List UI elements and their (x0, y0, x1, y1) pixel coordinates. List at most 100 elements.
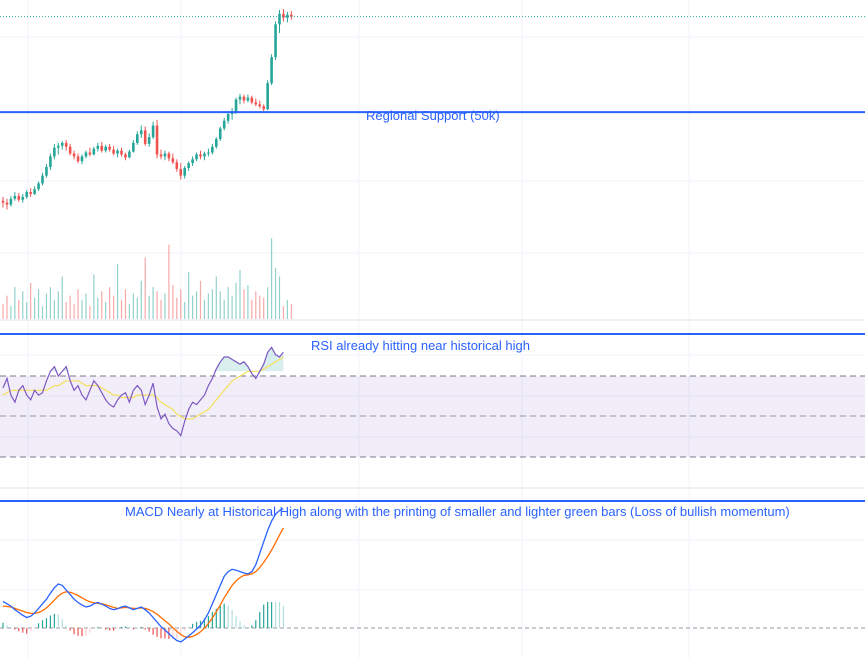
volume-bar (267, 287, 269, 319)
volume-bar (195, 291, 198, 319)
candle-body (25, 192, 28, 197)
macd-histogram-bar (203, 618, 206, 628)
signal-line (2, 527, 284, 638)
candle-body (57, 145, 60, 148)
candle-body (72, 153, 76, 157)
volume-bar (34, 297, 36, 319)
volume-bar (2, 304, 4, 319)
volume-bar (286, 299, 288, 319)
volume-bars (2, 238, 292, 319)
macd-line (2, 508, 284, 643)
candle-body (262, 106, 265, 110)
macd-histogram-bar (247, 626, 249, 628)
macd-panel[interactable]: MACD Nearly at Historical High along wit… (0, 500, 865, 643)
macd-histogram-bar (69, 628, 71, 631)
candle-body (84, 152, 88, 157)
macd-histogram-bar (278, 602, 281, 628)
candle-body (132, 142, 135, 152)
macd-histogram-bar (101, 628, 103, 629)
volume-bar (203, 299, 206, 319)
candle-body (104, 146, 107, 151)
macd-histogram-bar (156, 628, 158, 637)
volume-bar (132, 293, 134, 319)
macd-histogram-bar (227, 605, 229, 628)
candle-body (266, 83, 269, 110)
macd-histogram-bar (85, 628, 87, 636)
macd-histogram-bar (271, 602, 273, 628)
candle-body (112, 149, 115, 154)
volume-bar (65, 302, 67, 319)
volume-bar (144, 257, 146, 319)
support-annotation: Regional Support (50k) (366, 108, 500, 123)
candle-body (136, 134, 139, 143)
candle-body (143, 130, 147, 144)
volume-bar (45, 293, 48, 319)
candle-body (96, 145, 100, 149)
candle-body (183, 167, 186, 176)
volume-bar (57, 291, 59, 319)
volume-bar (152, 287, 154, 319)
volume-bar (243, 289, 245, 319)
macd-histogram-bar (259, 611, 261, 628)
volume-bar (164, 293, 166, 319)
macd-histogram-bar (53, 613, 55, 628)
macd-histogram-bar (132, 628, 134, 630)
candle-body (53, 147, 56, 157)
candle-body (5, 202, 9, 205)
volume-bar (105, 302, 107, 319)
price-panel[interactable]: Regional Support (50k) (0, 8, 865, 319)
volume-bar (136, 297, 138, 319)
macd-histogram-bar (176, 628, 178, 639)
macd-histogram-bar (144, 628, 146, 630)
volume-bar (156, 291, 158, 319)
macd-histogram-bar (136, 628, 138, 629)
macd-histogram-bar (93, 628, 95, 630)
candle-body (179, 168, 183, 176)
macd-histogram-bar (251, 625, 253, 628)
macd-histogram-bar (274, 602, 277, 628)
macd-histogram-bar (231, 609, 233, 628)
candle-body (80, 156, 84, 162)
volume-bar (290, 304, 292, 319)
macd-histogram-bar (164, 628, 166, 639)
volume-bar (207, 293, 209, 319)
volume-bar (81, 299, 83, 319)
candle-body (207, 152, 210, 154)
candle-body (226, 114, 230, 121)
macd-histogram-bar (2, 622, 4, 628)
macd-histogram-bar (267, 602, 269, 628)
macd-histogram-bar (116, 628, 119, 629)
macd-histogram-bar (77, 628, 79, 636)
macd-histogram-bar (239, 621, 241, 628)
macd-histogram-bar (34, 627, 36, 629)
candle-body (274, 24, 277, 58)
candle-body (108, 146, 111, 150)
macd-histogram-bar (195, 621, 198, 628)
volume-bar (53, 299, 55, 319)
macd-histogram-bar (172, 628, 174, 639)
candle-body (195, 154, 198, 160)
candle-body (222, 120, 226, 129)
macd-histogram-bar (235, 616, 237, 628)
macd-histogram-bar (73, 628, 75, 635)
macd-histogram-bar (148, 628, 150, 632)
volume-bar (93, 274, 95, 319)
macd-histogram-bar (152, 628, 154, 635)
candle-body (76, 156, 80, 162)
rsi-panel[interactable]: RSI already hitting near historical high (0, 333, 865, 458)
volume-bar (77, 289, 79, 319)
volume-bar (160, 299, 162, 319)
volume-bar (116, 263, 119, 319)
candle-body (41, 175, 44, 184)
candle-body (242, 96, 246, 101)
candle-body (286, 14, 289, 18)
candle-body (21, 196, 25, 200)
volume-bar (282, 306, 285, 319)
volume-bar (259, 295, 261, 319)
volume-bar (37, 289, 40, 319)
volume-bar (278, 276, 281, 319)
volume-bar (223, 299, 225, 319)
macd-histogram-bar (65, 625, 67, 628)
